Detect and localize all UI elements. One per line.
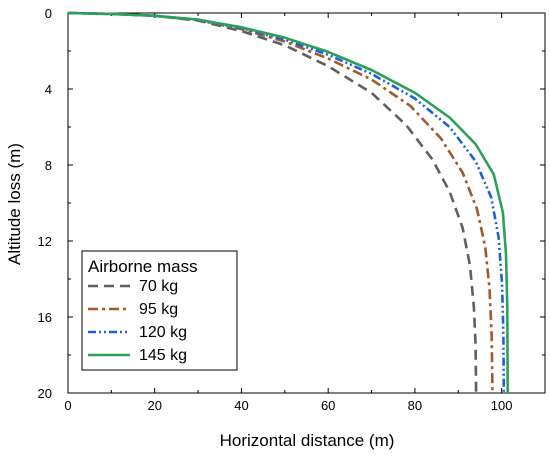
y-axis-title: Altitude loss (m) xyxy=(5,143,24,265)
x-tick-label: 20 xyxy=(147,398,161,413)
legend-label: 70 kg xyxy=(139,278,178,295)
legend-title: Airborne mass xyxy=(88,257,198,276)
series-line xyxy=(67,11,509,394)
legend: Airborne mass 70 kg 95 kg 120 kg 145 kg xyxy=(81,250,238,371)
x-tick-label: 60 xyxy=(321,398,335,413)
legend-label: 145 kg xyxy=(139,347,187,364)
series-line xyxy=(67,11,478,394)
tick-labels: 0 20 40 60 80 100 0 4 8 12 16 20 xyxy=(38,6,513,413)
y-tick-label: 8 xyxy=(45,158,52,173)
x-tick-label: 0 xyxy=(64,398,71,413)
legend-label: 95 kg xyxy=(139,301,178,318)
y-tick-label: 16 xyxy=(38,310,52,325)
y-tick-label: 20 xyxy=(38,386,52,401)
y-tick-label: 12 xyxy=(38,234,52,249)
legend-box xyxy=(81,250,238,371)
x-tick-label: 80 xyxy=(408,398,422,413)
legend-label: 120 kg xyxy=(139,324,187,341)
plot-axes xyxy=(67,12,546,394)
x-tick-label: 40 xyxy=(234,398,248,413)
series-layer xyxy=(67,11,509,394)
x-tick-label: 100 xyxy=(491,398,513,413)
x-axis-title: Horizontal distance (m) xyxy=(220,431,395,450)
y-tick-label: 4 xyxy=(45,82,52,97)
y-tick-label: 0 xyxy=(45,6,52,21)
